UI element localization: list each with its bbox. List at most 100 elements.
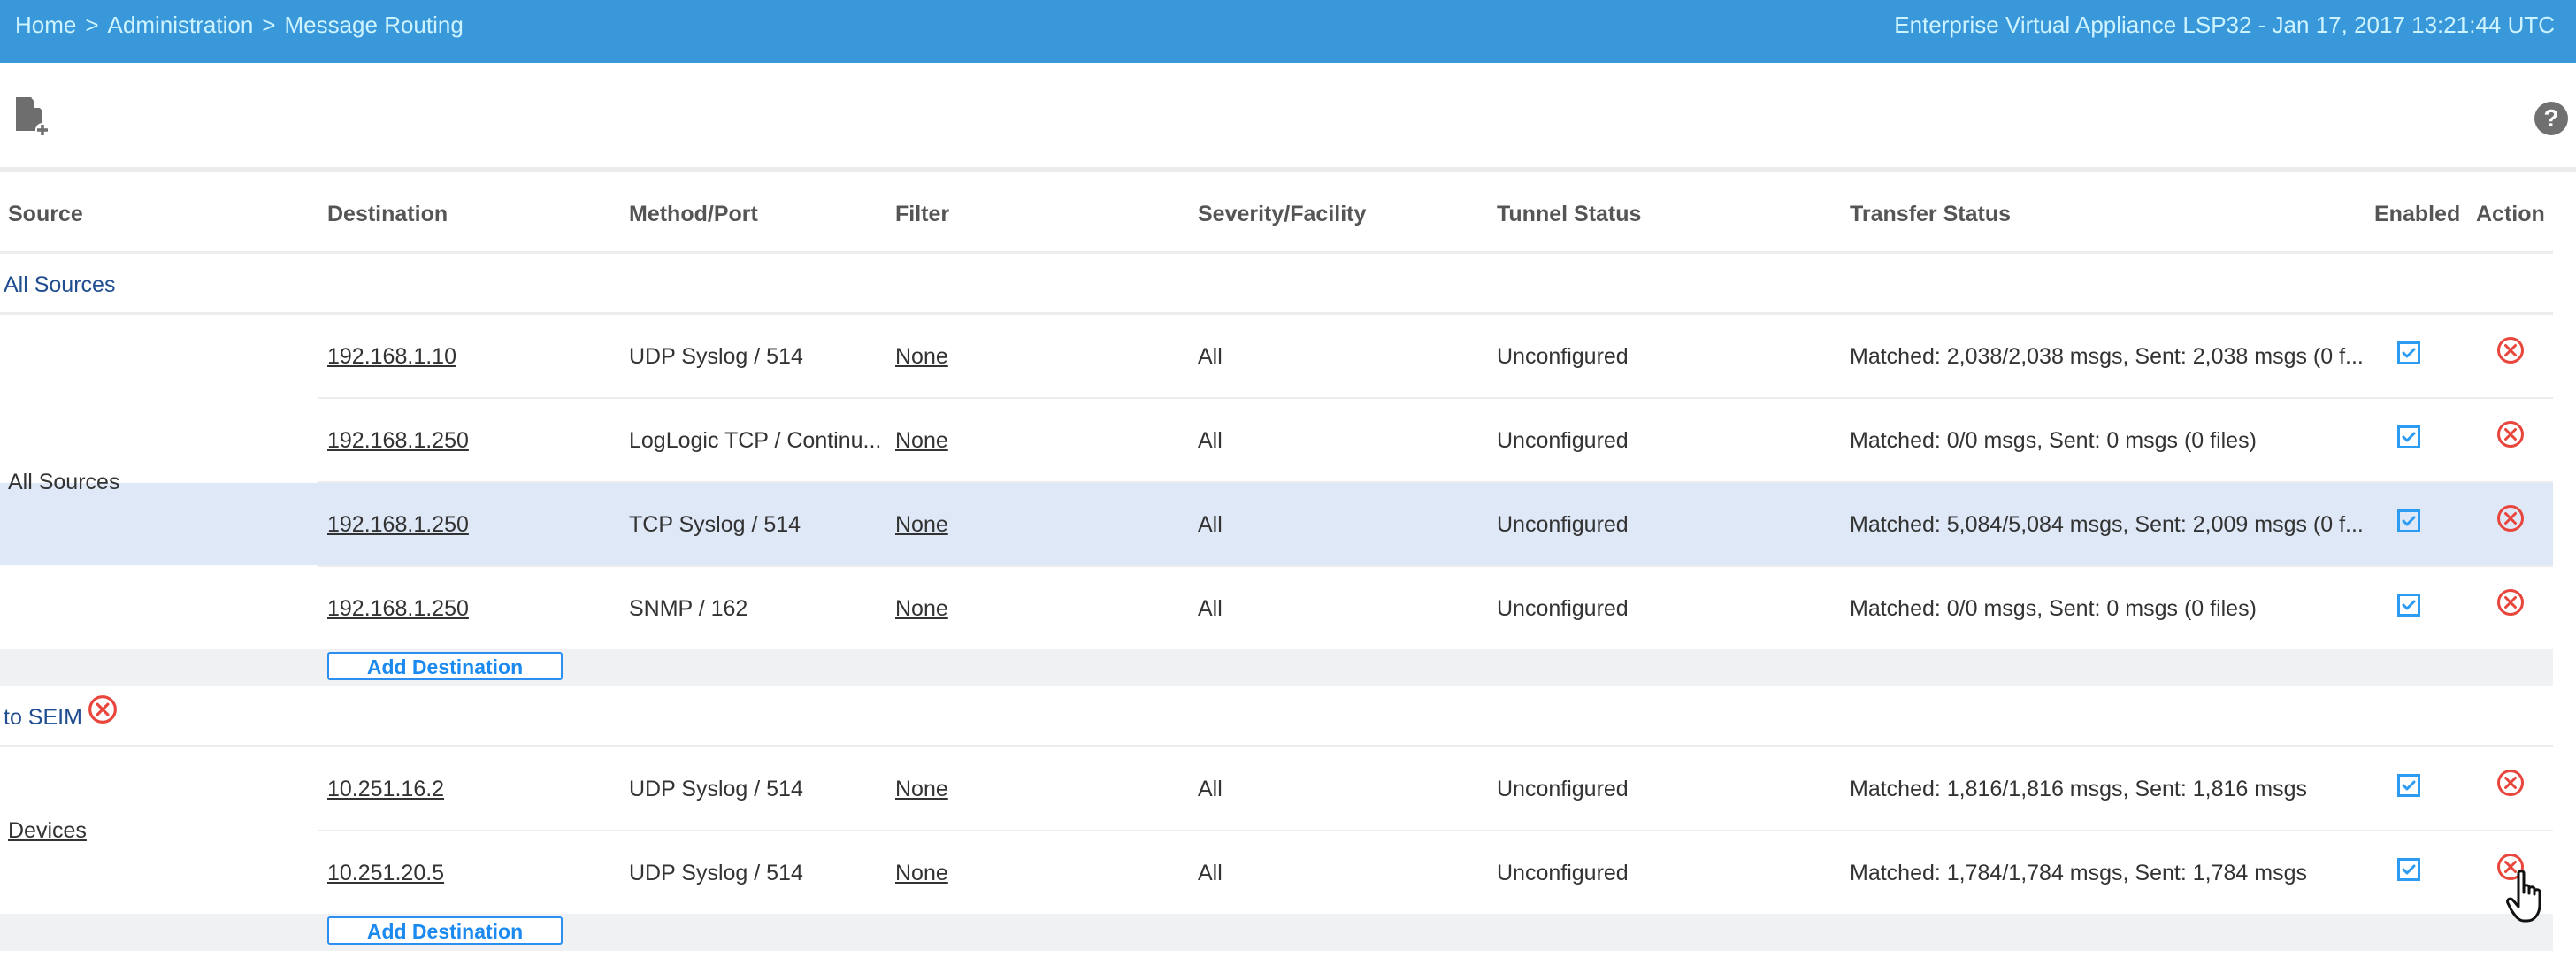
- group-header: All Sources: [0, 254, 2553, 315]
- top-bar: Home > Administration > Message Routing Ente…: [0, 0, 2576, 63]
- method-port: UDP Syslog / 514: [629, 861, 803, 885]
- delete-destination-button[interactable]: [2496, 853, 2525, 885]
- breadcrumb-home[interactable]: Home: [15, 11, 77, 38]
- breadcrumb-separator: >: [85, 11, 99, 38]
- table-header: Source Destination Method/Port Filter Se…: [0, 172, 2553, 254]
- filter-link[interactable]: None: [895, 512, 948, 537]
- enabled-checkbox[interactable]: [2397, 774, 2420, 797]
- severity-facility: All: [1198, 344, 1223, 369]
- breadcrumb-administration[interactable]: Administration: [107, 11, 254, 38]
- table-row[interactable]: 192.168.1.250 TCP Syslog / 514 None All …: [0, 481, 2553, 565]
- destination-link[interactable]: 192.168.1.250: [327, 596, 469, 621]
- enabled-checkbox[interactable]: [2397, 858, 2420, 881]
- delete-icon: [2497, 505, 2524, 532]
- tunnel-status: Unconfigured: [1497, 777, 1629, 801]
- severity-facility: All: [1198, 428, 1223, 453]
- table-row[interactable]: 192.168.1.10 UDP Syslog / 514 None All U…: [0, 315, 2553, 397]
- column-tunnel-status: Tunnel Status: [1497, 202, 1642, 226]
- enabled-checkbox[interactable]: [2397, 425, 2420, 448]
- severity-facility: All: [1198, 777, 1223, 801]
- column-action: Action: [2476, 202, 2545, 226]
- tunnel-status: Unconfigured: [1497, 861, 1629, 885]
- column-severity-facility: Severity/Facility: [1198, 202, 1367, 226]
- table-row[interactable]: 192.168.1.250 SNMP / 162 None All Unconf…: [0, 565, 2553, 649]
- enabled-checkbox[interactable]: [2397, 341, 2420, 364]
- new-route-button[interactable]: [14, 96, 50, 138]
- column-enabled: Enabled: [2374, 202, 2461, 226]
- group-header: to SEIM: [0, 686, 2553, 747]
- row-divider: [318, 830, 2553, 831]
- tunnel-status: Unconfigured: [1497, 344, 1629, 369]
- check-icon: [2402, 600, 2416, 610]
- transfer-status: Matched: 0/0 msgs, Sent: 0 msgs (0 files…: [1850, 428, 2257, 453]
- group-name-link[interactable]: to SEIM: [4, 695, 118, 731]
- delete-icon: [88, 695, 117, 724]
- help-button[interactable]: ?: [2534, 102, 2568, 135]
- destination-link[interactable]: 192.168.1.250: [327, 512, 469, 537]
- toolbar: ?: [0, 63, 2576, 172]
- check-icon: [2402, 864, 2416, 875]
- filter-link[interactable]: None: [895, 596, 948, 621]
- column-destination: Destination: [327, 202, 448, 226]
- filter-link[interactable]: None: [895, 344, 948, 369]
- breadcrumb-separator: >: [262, 11, 276, 38]
- enabled-checkbox[interactable]: [2397, 509, 2420, 532]
- row-divider: [318, 565, 2553, 567]
- tunnel-status: Unconfigured: [1497, 512, 1629, 537]
- filter-link[interactable]: None: [895, 428, 948, 453]
- delete-icon: [2497, 337, 2524, 364]
- table-row[interactable]: 10.251.16.2 UDP Syslog / 514 None All Un…: [0, 747, 2553, 830]
- method-port: LogLogic TCP / Continu...: [629, 428, 882, 453]
- group-name: to SEIM: [4, 705, 82, 730]
- breadcrumb-message-routing[interactable]: Message Routing: [284, 11, 464, 38]
- group-name: All Sources: [4, 272, 116, 297]
- table-row[interactable]: 192.168.1.250 LogLogic TCP / Continu... …: [0, 397, 2553, 481]
- filter-link[interactable]: None: [895, 861, 948, 885]
- destination-link[interactable]: 10.251.20.5: [327, 861, 445, 885]
- method-port: UDP Syslog / 514: [629, 777, 803, 801]
- delete-group-button[interactable]: [88, 694, 118, 731]
- delete-icon: [2497, 854, 2524, 880]
- delete-icon: [2497, 770, 2524, 796]
- severity-facility: All: [1198, 861, 1223, 885]
- method-port: TCP Syslog / 514: [629, 512, 801, 537]
- table-row[interactable]: 10.251.20.5 UDP Syslog / 514 None All Un…: [0, 830, 2553, 914]
- transfer-status: Matched: 2,038/2,038 msgs, Sent: 2,038 m…: [1850, 344, 2364, 369]
- transfer-status: Matched: 0/0 msgs, Sent: 0 msgs (0 files…: [1850, 596, 2257, 621]
- add-destination-button[interactable]: Add Destination: [327, 916, 563, 945]
- route-group: Devices 10.251.16.2 UDP Syslog / 514 Non…: [0, 747, 2553, 914]
- group-name-link[interactable]: All Sources: [4, 272, 115, 298]
- destination-link[interactable]: 192.168.1.10: [327, 344, 456, 369]
- method-port: UDP Syslog / 514: [629, 344, 803, 369]
- tunnel-status: Unconfigured: [1497, 428, 1629, 453]
- hand-cursor-icon: [2506, 870, 2542, 923]
- delete-destination-button[interactable]: [2496, 504, 2525, 537]
- add-destination-button[interactable]: Add Destination: [327, 652, 563, 680]
- check-icon: [2402, 780, 2416, 791]
- row-divider: [318, 397, 2553, 399]
- delete-destination-button[interactable]: [2496, 769, 2525, 801]
- enabled-checkbox[interactable]: [2397, 594, 2420, 617]
- add-destination-row: Add Destination: [0, 649, 2553, 686]
- breadcrumb: Home > Administration > Message Routing: [15, 11, 464, 39]
- file-plus-icon: [16, 96, 50, 137]
- delete-icon: [2497, 421, 2524, 448]
- column-filter: Filter: [895, 202, 950, 226]
- delete-destination-button[interactable]: [2496, 588, 2525, 621]
- column-transfer-status: Transfer Status: [1850, 202, 2012, 226]
- delete-destination-button[interactable]: [2496, 336, 2525, 369]
- delete-icon: [2497, 589, 2524, 616]
- delete-destination-button[interactable]: [2496, 420, 2525, 453]
- check-icon: [2402, 432, 2416, 442]
- destination-link[interactable]: 192.168.1.250: [327, 428, 469, 453]
- column-source: Source: [8, 202, 83, 226]
- check-icon: [2402, 516, 2416, 526]
- tunnel-status: Unconfigured: [1497, 596, 1629, 621]
- source-link[interactable]: Devices: [8, 818, 87, 843]
- source-label: All Sources: [8, 470, 120, 494]
- check-icon: [2402, 348, 2416, 358]
- route-group: All Sources 192.168.1.10 UDP Syslog / 51…: [0, 315, 2553, 649]
- destination-link[interactable]: 10.251.16.2: [327, 777, 445, 801]
- severity-facility: All: [1198, 596, 1223, 621]
- filter-link[interactable]: None: [895, 777, 948, 801]
